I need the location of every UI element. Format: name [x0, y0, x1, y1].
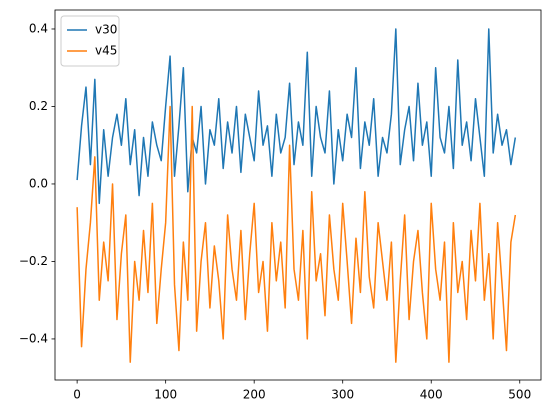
legend-label: v45 — [95, 44, 117, 58]
y-tick-label: 0.2 — [29, 99, 48, 113]
plot-area — [76, 28, 517, 363]
legend-box — [60, 15, 120, 67]
line-series — [76, 105, 517, 363]
legend-label: v30 — [95, 23, 117, 37]
axes-frame — [54, 9, 542, 381]
y-tick-label: −0.2 — [19, 254, 48, 268]
x-tick-label: 400 — [420, 388, 443, 402]
y-tick-label: 0.0 — [29, 176, 48, 190]
x-tick-label: 300 — [331, 388, 354, 402]
y-tick-label: 0.4 — [29, 21, 48, 35]
y-tick-label: −0.4 — [19, 331, 48, 345]
x-tick-label: 0 — [73, 388, 81, 402]
x-tick-label: 200 — [243, 388, 266, 402]
x-tick-label: 500 — [508, 388, 531, 402]
x-tick-label: 100 — [154, 388, 177, 402]
line-series — [76, 28, 517, 205]
